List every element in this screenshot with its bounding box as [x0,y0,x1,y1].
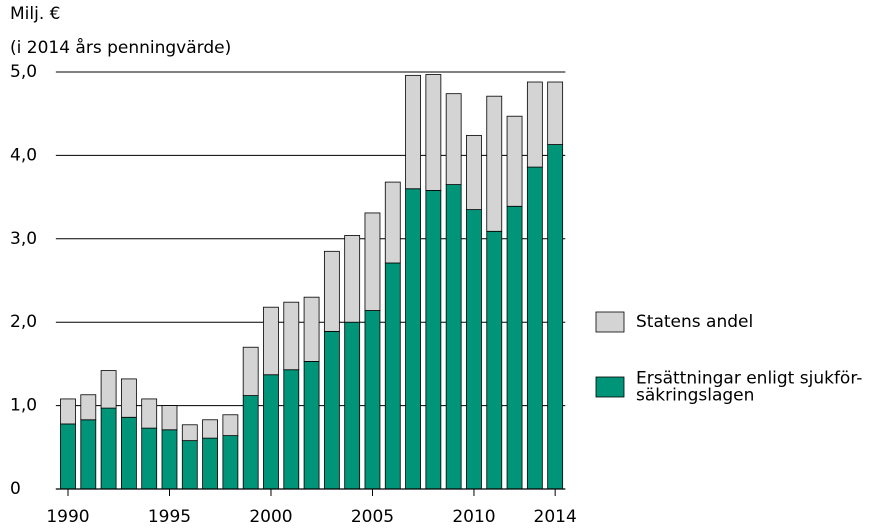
bar-segment [100,407,117,490]
bar-segment [161,405,178,431]
bar-segment [384,181,401,264]
bar-segment [283,369,300,490]
x-tick-label: 2005 [351,507,394,527]
legend-swatch [595,311,625,333]
legend-swatch [595,376,625,398]
bar-segment [80,419,97,490]
y-tick-label: 2,0 [10,312,37,332]
bar-segment [202,419,218,439]
y-tick-label: 3,0 [10,229,37,249]
bar-segment [344,235,361,323]
y-tick-label: 5,0 [10,62,37,82]
bar-segment [283,301,300,371]
bar-segment [80,394,97,421]
bar-segment [141,398,158,429]
bar-segment [120,416,137,490]
bar-segment [526,166,543,490]
bar-segment [364,212,381,311]
bar-segment [405,188,421,490]
bar-segment [486,95,503,232]
bar-segment [405,74,421,190]
bar-segment [364,310,381,490]
bar-segment [445,184,462,490]
bar-segment [323,250,340,332]
legend-label: Ersättningar enligt sjukför-säkringslage… [636,369,862,406]
bar-segment [445,93,462,185]
y-tick-label: 0 [10,479,21,499]
bar-segment [506,115,523,207]
bar-segment [323,330,340,490]
bar-segment [242,395,259,490]
bar-segment [263,374,279,490]
x-tick-label: 2014 [534,507,577,527]
bar-segment [303,360,320,490]
bar-segment [181,424,198,442]
x-tick-label: 1990 [46,507,89,527]
bar-segment [303,296,320,362]
bar-segment [120,378,137,418]
bar-segment [141,427,158,490]
bar-segment [202,437,218,490]
bar-segment [425,74,442,191]
bar-segment [242,346,259,396]
bar-segment [60,423,76,490]
bar-segment [466,209,482,490]
bar-segment [181,440,198,490]
bar-segment [344,321,361,490]
bar-segment [547,144,564,490]
x-tick-label: 2010 [452,507,495,527]
bar-segment [547,81,564,145]
y-tick-label: 4,0 [10,145,37,165]
bar-segment [425,190,442,490]
bar-segment [222,414,239,437]
bar-segment [486,230,503,490]
y-tick-label: 1,0 [10,396,37,416]
bar-segment [506,205,523,490]
bar-segment [161,429,178,490]
bar-segment [384,262,401,490]
bar-segment [263,306,279,376]
bar-segment [222,435,239,490]
legend-label: Statens andel [636,312,753,332]
bar-segment [526,81,543,168]
x-tick-label: 2000 [249,507,292,527]
bar-segment [60,398,76,425]
y-axis-label: (i 2014 års penningvärde) [10,37,231,58]
x-tick-label: 1995 [148,507,191,527]
y-axis-label: Milj. € [10,4,60,24]
bar-segment [466,134,482,211]
bar-segment [100,370,117,409]
